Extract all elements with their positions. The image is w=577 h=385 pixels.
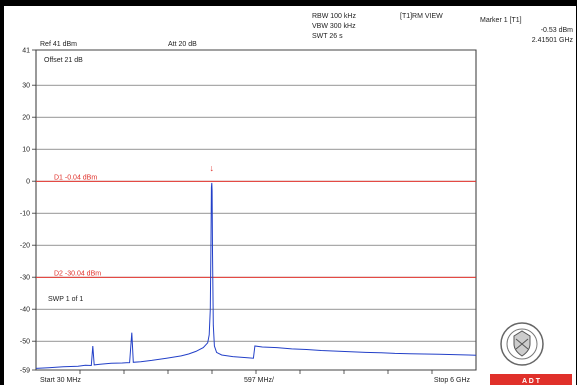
sweep-label: SWP 1 of 1: [48, 296, 83, 303]
y-tick-label: -40: [20, 307, 30, 314]
swt-label: SWT 26 s: [312, 33, 343, 40]
display-lines: D1 -0.04 dBm D2 -30.04 dBm: [36, 174, 476, 278]
marker-level: -0.53 dBm: [541, 27, 573, 34]
y-tick-label: 10: [22, 147, 30, 154]
ref-level-label: Ref 41 dBm: [40, 41, 77, 48]
marker-title: Marker 1 [T1]: [480, 17, 522, 24]
spectrum-display: RBW 100 kHz VBW 300 kHz SWT 26 s [T1]RM …: [20, 13, 574, 385]
trace-mode-label: [T1]RM VIEW: [400, 13, 443, 20]
y-tick-label: -10: [20, 211, 30, 218]
vbw-label: VBW 300 kHz: [312, 23, 356, 30]
rbw-label: RBW 100 kHz: [312, 13, 356, 20]
bureau-veritas-seal-logo: [500, 322, 544, 366]
grid: [32, 49, 476, 374]
adt-logo-bar: [490, 374, 572, 385]
y-tick-label: -30: [20, 275, 30, 282]
span-per-division: 597 MHz/: [244, 377, 274, 384]
display-line-label: D2 -30.04 dBm: [54, 270, 101, 277]
marker-arrow-icon: ↓: [210, 163, 215, 173]
offset-label: Offset 21 dB: [44, 57, 83, 64]
spectrum-trace: [35, 182, 477, 369]
y-tick-label: -59: [20, 368, 30, 375]
analyzer-screen: RBW 100 kHz VBW 300 kHz SWT 26 s [T1]RM …: [4, 6, 576, 385]
attenuation-label: Att 20 dB: [168, 41, 197, 48]
y-tick-label: -50: [20, 339, 30, 346]
start-frequency: Start 30 MHz: [40, 377, 81, 384]
y-axis-labels: 41 30 20 10 0 -10 -20 -30 -40 -50 -59: [20, 48, 30, 375]
marker-frequency: 2.41501 GHz: [532, 37, 574, 44]
adt-logo-text: A D T: [522, 378, 541, 385]
y-tick-label: 0: [26, 179, 30, 186]
y-tick-label: 20: [22, 115, 30, 122]
y-tick-label: 30: [22, 83, 30, 90]
plot-frame: [35, 49, 477, 371]
display-line-label: D1 -0.04 dBm: [54, 174, 97, 181]
y-tick-label: 41: [22, 48, 30, 55]
y-tick-label: -20: [20, 243, 30, 250]
stop-frequency: Stop 6 GHz: [434, 377, 471, 384]
